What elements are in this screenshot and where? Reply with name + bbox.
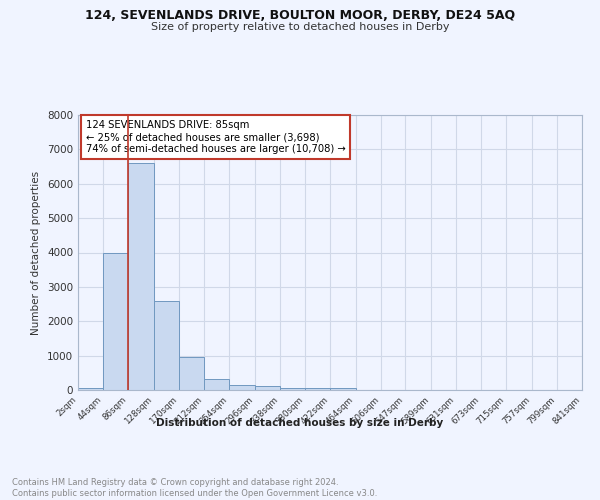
Text: Distribution of detached houses by size in Derby: Distribution of detached houses by size … (157, 418, 443, 428)
Bar (128, 163, 154, 390)
Bar (254, 386, 280, 390)
Bar (280, 388, 305, 390)
Bar (229, 385, 254, 390)
Text: Contains HM Land Registry data © Crown copyright and database right 2024.
Contai: Contains HM Land Registry data © Crown c… (12, 478, 377, 498)
Bar (154, 300, 179, 390)
Text: Size of property relative to detached houses in Derby: Size of property relative to detached ho… (151, 22, 449, 32)
Text: 124, SEVENLANDS DRIVE, BOULTON MOOR, DERBY, DE24 5AQ: 124, SEVENLANDS DRIVE, BOULTON MOOR, DER… (85, 9, 515, 22)
Text: 124 SEVENLANDS DRIVE: 85sqm
← 25% of detached houses are smaller (3,698)
74% of : 124 SEVENLANDS DRIVE: 85sqm ← 25% of det… (86, 120, 346, 154)
Bar (331, 388, 356, 390)
Bar (204, 380, 229, 390)
Y-axis label: Number of detached properties: Number of detached properties (31, 170, 41, 334)
Bar (179, 358, 204, 390)
Bar (305, 388, 331, 390)
Bar (103, 252, 128, 390)
Bar (78, 388, 103, 390)
